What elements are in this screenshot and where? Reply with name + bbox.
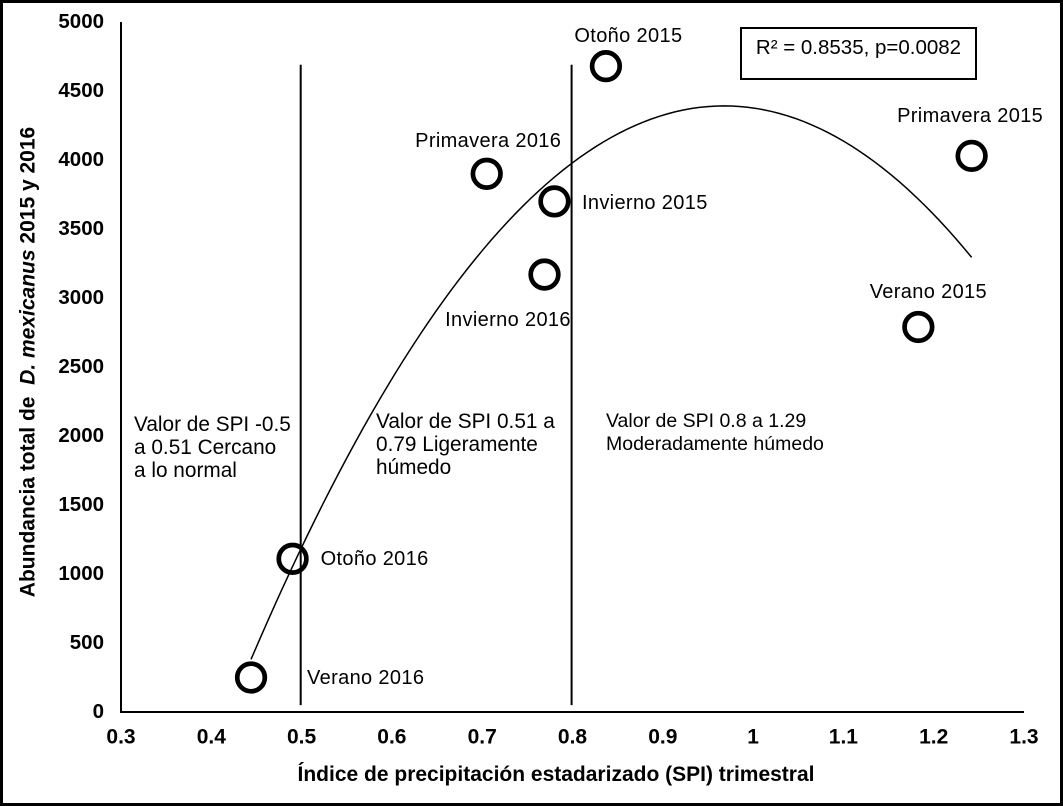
annotation-line: Moderadamente húmedo bbox=[606, 432, 824, 455]
annotation-spi-normal: Valor de SPI -0.5 a 0.51 Cercano a lo no… bbox=[134, 413, 291, 482]
annotation-spi-moderadamente: Valor de SPI 0.8 a 1.29 Moderadamente hú… bbox=[606, 410, 824, 455]
data-point-label: Verano 2016 bbox=[307, 666, 425, 689]
annotation-line: Valor de SPI 0.8 a 1.29 bbox=[606, 410, 807, 432]
x-axis-tick-label: 0.7 bbox=[467, 725, 497, 749]
y-axis-title-text: 2015 y 2016 bbox=[16, 126, 40, 250]
x-axis-tick-label: 1.3 bbox=[1009, 725, 1039, 749]
data-point-label: Invierno 2016 bbox=[445, 309, 571, 332]
x-axis-tick-label: 1 bbox=[747, 725, 759, 749]
y-axis-tick-label: 4500 bbox=[58, 78, 104, 102]
data-point-label: Primavera 2016 bbox=[415, 129, 562, 152]
y-axis-tick-label: 0 bbox=[92, 699, 104, 723]
y-axis-tick-label: 5000 bbox=[58, 9, 104, 33]
data-point-label: Verano 2015 bbox=[869, 280, 987, 303]
data-point-label: Otoño 2015 bbox=[574, 24, 683, 47]
data-point-marker bbox=[538, 185, 571, 218]
data-point-marker bbox=[234, 661, 268, 694]
x-axis-tick-label: 1.1 bbox=[828, 725, 858, 749]
data-point-marker bbox=[528, 258, 561, 291]
x-axis-tick-label: 1.2 bbox=[919, 725, 949, 749]
y-axis-tick-label: 2000 bbox=[58, 423, 104, 447]
data-point-label: Primavera 2015 bbox=[897, 105, 1044, 128]
data-point-label: Otoño 2016 bbox=[320, 548, 429, 571]
data-point-marker bbox=[589, 50, 623, 83]
annotation-spi-ligeramente: Valor de SPI 0.51 a 0.79 Ligeramente húm… bbox=[376, 410, 555, 479]
x-axis-tick-label: 0.4 bbox=[196, 725, 226, 749]
x-axis-tick-label: 0.8 bbox=[557, 725, 588, 749]
y-axis-tick-label: 3000 bbox=[58, 285, 104, 309]
annotation-line: 0.79 Ligeramente bbox=[376, 433, 538, 456]
y-axis-tick-label: 500 bbox=[69, 630, 104, 654]
data-point-marker bbox=[470, 157, 503, 190]
data-point-marker bbox=[276, 542, 309, 575]
annotation-line: húmedo bbox=[376, 456, 452, 479]
annotation-line: Valor de SPI -0.5 bbox=[134, 413, 291, 436]
y-axis-title-text: Abundancia total de bbox=[16, 384, 40, 598]
r-squared-text: R² = 0.8535, p=0.0082 bbox=[755, 36, 962, 59]
x-axis-tick-label: 0.3 bbox=[106, 725, 136, 749]
x-axis-tick-label: 0.5 bbox=[286, 725, 317, 749]
data-point-marker bbox=[902, 310, 935, 344]
y-axis-title: Abundancia total de D. mexicanus 2015 y … bbox=[16, 126, 40, 598]
annotation-line: a lo normal bbox=[134, 459, 237, 482]
data-point-label: Invierno 2015 bbox=[581, 191, 708, 214]
data-point-marker bbox=[955, 139, 988, 173]
y-axis-tick-label: 4000 bbox=[58, 147, 104, 171]
x-axis-tick-label: 0.6 bbox=[377, 725, 407, 749]
y-axis-tick-label: 1000 bbox=[58, 561, 104, 585]
x-axis-tick-label: 0.9 bbox=[648, 725, 678, 749]
y-axis-title-species: D. mexicanus bbox=[16, 249, 40, 385]
annotation-line: a 0.51 Cercano bbox=[134, 436, 277, 459]
y-axis-tick-label: 1500 bbox=[58, 492, 104, 516]
r-squared-box: R² = 0.8535, p=0.0082 bbox=[740, 27, 977, 80]
x-axis-title: Índice de precipitación estadarizado (SP… bbox=[297, 763, 815, 786]
trendline-curve bbox=[250, 105, 973, 660]
y-axis-tick-label: 2500 bbox=[58, 354, 104, 378]
annotation-line: Valor de SPI 0.51 a bbox=[376, 410, 555, 433]
y-axis-tick-label: 3500 bbox=[58, 216, 104, 240]
